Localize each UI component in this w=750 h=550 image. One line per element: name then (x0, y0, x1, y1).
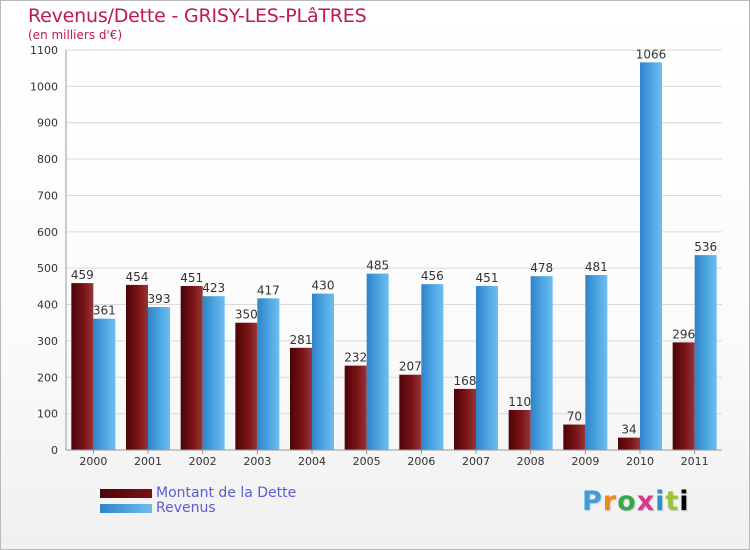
bars (71, 62, 717, 450)
bar-dette (618, 437, 640, 450)
data-label-revenus: 456 (421, 269, 444, 283)
x-tick-label: 2009 (571, 455, 599, 468)
logo-letter: t (665, 486, 680, 517)
bar-revenus (476, 286, 498, 450)
bar-dette (454, 388, 476, 450)
data-label-revenus: 361 (93, 304, 116, 318)
y-tick-label: 500 (37, 262, 58, 275)
bar-dette (508, 410, 531, 450)
bar-revenus (148, 307, 170, 450)
y-axis-ticks: 0 100 200 300 400 500 600 700 800 900 1000 1100 (30, 44, 58, 457)
y-tick-label: 200 (37, 371, 58, 384)
bar-revenus (421, 284, 444, 450)
chart-title: Revenus/Dette - GRISY-LES-PLâTRES (28, 5, 367, 27)
x-tick-label: 2002 (189, 455, 217, 468)
data-label-revenus: 1066 (636, 47, 667, 61)
data-label-dette: 454 (126, 270, 149, 284)
grid-layer (66, 49, 722, 415)
bar-revenus (366, 273, 389, 450)
y-tick-label: 0 (51, 444, 58, 457)
x-tick-label: 2005 (353, 455, 381, 468)
y-tick-label: 100 (37, 408, 58, 421)
data-label-dette: 207 (399, 360, 422, 374)
x-tick-label: 2001 (134, 455, 162, 468)
x-tick-label: 2006 (407, 455, 435, 468)
data-label-revenus: 481 (585, 260, 608, 274)
data-label-revenus: 393 (148, 292, 171, 306)
bar-revenus (93, 318, 116, 450)
data-label-revenus: 536 (694, 240, 717, 254)
data-label-dette: 232 (344, 351, 367, 365)
data-label-revenus: 485 (366, 259, 389, 273)
bar-revenus (312, 293, 334, 450)
bar-dette (344, 365, 367, 450)
x-tick-label: 2007 (462, 455, 490, 468)
logo-letter: x (636, 486, 656, 517)
data-label-dette: 459 (71, 268, 94, 282)
data-label-dette: 34 (621, 423, 636, 437)
data-label-dette: 350 (235, 308, 258, 322)
data-label-revenus: 430 (312, 279, 335, 293)
bar-dette (290, 347, 312, 450)
logo-letter: i (679, 486, 690, 517)
data-label-revenus: 451 (476, 271, 499, 285)
y-tick-label: 1100 (30, 44, 58, 57)
x-tick-label: 2000 (79, 455, 107, 468)
data-label-dette: 110 (508, 395, 531, 409)
bar-dette (563, 424, 586, 450)
x-tick-label: 2004 (298, 455, 326, 468)
legend-label-debt: Montant de la Dette (156, 485, 297, 501)
legend-swatch-revenus (100, 504, 152, 513)
bar-revenus (694, 255, 717, 450)
y-tick-label: 600 (37, 226, 58, 239)
y-tick-label: 400 (37, 299, 58, 312)
legend-swatch-debt (100, 489, 152, 498)
legend-label-revenus: Revenus (156, 500, 216, 516)
bar-dette (126, 284, 148, 450)
proxiti-logo: Proxiti (582, 486, 690, 517)
bar-dette (235, 322, 258, 450)
bar-dette (399, 374, 422, 450)
data-label-dette: 70 (567, 410, 582, 424)
x-tick-label: 2010 (626, 455, 654, 468)
logo-letter: i (655, 486, 666, 517)
y-tick-label: 300 (37, 335, 58, 348)
data-label-revenus: 423 (202, 281, 225, 295)
data-label-dette: 281 (290, 333, 313, 347)
x-tick-label: 2008 (517, 455, 545, 468)
bar-dette (672, 342, 695, 450)
bar-revenus (202, 296, 225, 450)
x-axis-ticks: 2000 2001 2002 2003 2004 2005 2006 2007 2008 2009… (79, 450, 709, 468)
bar-revenus (585, 275, 608, 450)
bar-revenus (530, 276, 553, 450)
data-labels: 4593614543934514233504172814302324852074… (71, 47, 717, 436)
bar-dette (180, 286, 203, 450)
data-label-revenus: 417 (257, 283, 280, 297)
bar-revenus (640, 62, 662, 450)
logo-letter: o (617, 486, 637, 517)
data-label-revenus: 478 (530, 261, 553, 275)
chart-subtitle: (en milliers d'€) (28, 28, 123, 42)
data-label-dette: 168 (454, 374, 477, 388)
bar-revenus (257, 298, 280, 450)
logo-letter: P (582, 486, 603, 517)
x-tick-label: 2003 (243, 455, 271, 468)
x-tick-label: 2011 (681, 455, 709, 468)
data-label-dette: 296 (672, 327, 695, 341)
bar-dette (71, 283, 94, 450)
y-tick-label: 800 (37, 153, 58, 166)
data-label-dette: 451 (180, 271, 203, 285)
y-tick-label: 700 (37, 189, 58, 202)
y-tick-label: 1000 (30, 80, 58, 93)
logo-letter: r (602, 486, 618, 517)
y-tick-label: 900 (37, 117, 58, 130)
